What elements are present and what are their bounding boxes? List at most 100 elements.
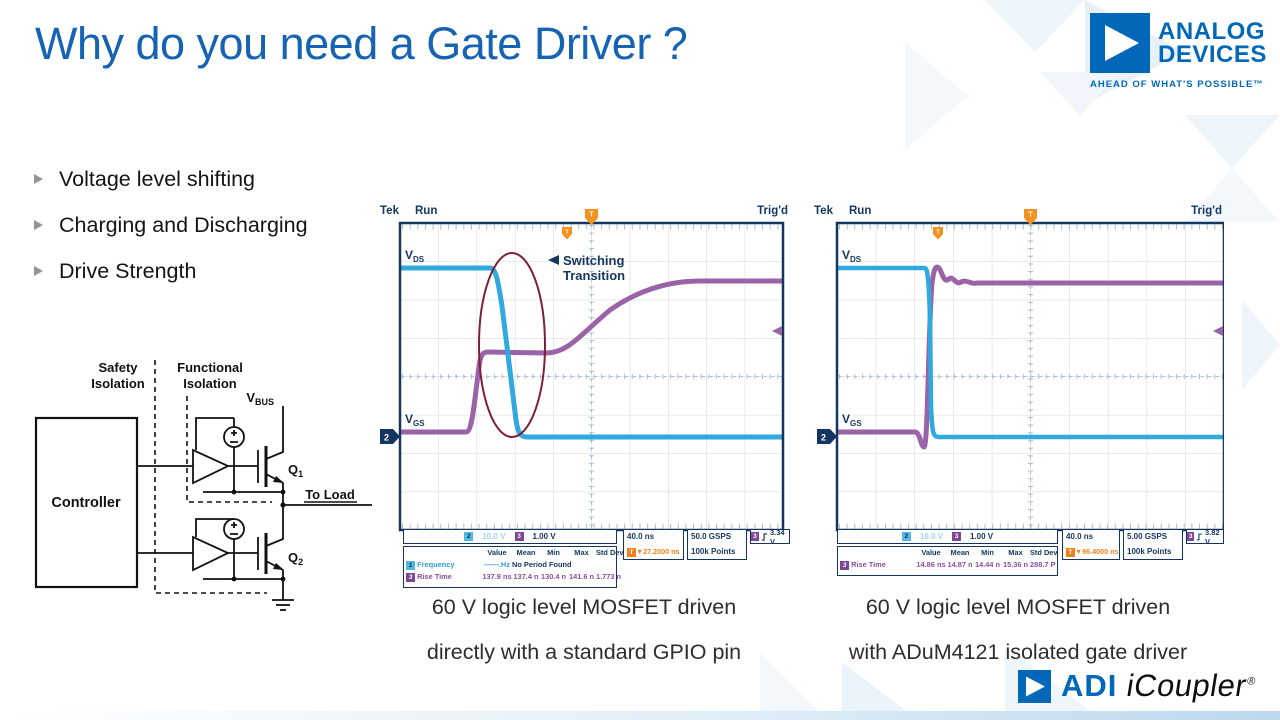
ground-icon — [272, 599, 294, 611]
col-max: Max — [574, 548, 589, 557]
adi-wordmark: ADI — [1061, 668, 1118, 703]
vds-label: VDS — [405, 248, 425, 264]
channel-scale-readout: 2 10.0 V 3 1.00 V — [837, 529, 1058, 544]
rising-edge-icon — [761, 532, 768, 541]
controller-box — [34, 416, 139, 589]
svg-text:T: T — [1028, 212, 1033, 219]
scope-status-bar: Tek Run Trig'd — [378, 205, 790, 219]
trigger-delay: T ▼96.4000 ns — [1063, 545, 1119, 560]
logo-tagline: AHEAD OF WHAT'S POSSIBLE™ — [1090, 79, 1264, 90]
trigger-level-readout: 3 3.82 V — [1186, 528, 1224, 546]
bullet-label: Voltage level shifting — [59, 166, 256, 191]
timebase-value: 40.0 ns — [1066, 532, 1094, 541]
col-min: Min — [547, 548, 560, 557]
channel3-scale: 1.00 V — [532, 532, 556, 541]
record-length: 100k Points — [1127, 546, 1172, 556]
page-title: Why do you need a Gate Driver ? — [35, 18, 688, 69]
q1-emitter-arrow — [273, 476, 284, 483]
safety-isolation-boundary — [154, 360, 267, 594]
scope-graticule-right: VDS VGS T T 2 — [817, 209, 1224, 532]
channel-scale-readout: 2 10.0 V 3 1.00 V — [403, 529, 617, 544]
svg-text:T: T — [565, 230, 569, 236]
trigger-delay: T ▼27.2000 ns — [624, 545, 683, 560]
svg-text:T: T — [936, 230, 940, 236]
logo-line1: ANALOG — [1158, 18, 1265, 45]
acquisition-readout: 50.0 GSPS 100k Points — [687, 529, 747, 560]
bullet-list: Voltage level shifting Charging and Disc… — [34, 156, 308, 294]
q1-label: Q1 — [288, 462, 303, 479]
col-mean: Mean — [516, 548, 536, 557]
vgs-label: VGS — [405, 412, 425, 428]
channel2-scale: 10.0 V — [919, 532, 943, 541]
caption-line2: with ADuM4121 isolated gate driver — [848, 640, 1188, 664]
trigd-status: Trig'd — [1191, 205, 1222, 217]
vgs-label: VGS — [842, 412, 862, 428]
channel2-badge: 2 — [901, 532, 911, 541]
timebase-readout: 40.0 ns T ▼96.4000 ns — [1062, 529, 1120, 560]
bullet-label: Charging and Discharging — [59, 212, 308, 237]
col-std: Std Dev — [1030, 548, 1058, 557]
vgs-trace — [837, 264, 1224, 450]
trigger-position-icon: T — [585, 209, 598, 225]
caption-line1: 60 V logic level MOSFET driven — [431, 595, 737, 619]
scope-caption-left: 60 V logic level MOSFET driven directly … — [364, 585, 804, 675]
channel2-badge: 2 — [464, 532, 474, 541]
col-mean: Mean — [950, 548, 970, 557]
controller-label: Controller — [51, 495, 121, 511]
measurement-table: Value Mean Min Max Std Dev 1 Frequency —… — [403, 546, 624, 588]
col-min: Min — [981, 548, 994, 557]
bullet-item: Voltage level shifting — [34, 156, 308, 202]
col-value: Value — [487, 548, 507, 557]
functional-isolation-label: Functional — [177, 360, 243, 375]
sample-rate: 50.0 GSPS — [691, 532, 732, 541]
vgs-trace — [400, 278, 783, 435]
functional-isolation-boundary — [186, 396, 272, 503]
rising-edge-icon — [1197, 533, 1203, 540]
adi-icoupler-logo: ADI iCoupler® — [1018, 668, 1257, 704]
channel3-level-marker — [772, 326, 782, 336]
bullet-item: Drive Strength — [34, 248, 308, 294]
annotation-line1: Switching — [563, 253, 624, 268]
channel3-level-marker — [1213, 326, 1223, 336]
left-arrow-icon — [548, 255, 559, 265]
trigger-flag-icon: T — [933, 227, 943, 240]
annotation-line2: Transition — [563, 268, 625, 283]
scope-graticule-left: Switching Transition VDS VGS T T 2 — [380, 209, 785, 532]
timebase-readout: 40.0 ns T ▼27.2000 ns — [623, 529, 684, 560]
channel2-scale: 10.0 V — [482, 532, 506, 541]
vbus-label: VBUS — [246, 390, 274, 407]
adi-triangle-icon — [1090, 13, 1150, 73]
col-value: Value — [921, 548, 941, 557]
acquisition-readout: 5.00 GSPS 100k Points — [1123, 529, 1183, 560]
scope-status-bar: Tek Run Trig'd — [812, 205, 1224, 219]
analog-devices-logo: ANALOG DEVICES AHEAD OF WHAT'S POSSIBLE™ — [1090, 13, 1267, 90]
col-max: Max — [1008, 548, 1023, 557]
svg-text:T: T — [589, 212, 594, 219]
rise-time-row: 3 Rise Time 14.86 ns 14.87 n 14.44 n 15.… — [838, 559, 1057, 571]
bullet-item: Charging and Discharging — [34, 202, 308, 248]
triangle-bullet-icon — [34, 266, 43, 276]
triangle-bullet-icon — [34, 174, 43, 184]
switching-transition-ellipse — [478, 252, 546, 438]
channel3-badge: 3 — [514, 532, 524, 541]
triangle-bullet-icon — [34, 220, 43, 230]
vds-label: VDS — [842, 248, 862, 264]
caption-line2: directly with a standard GPIO pin — [426, 640, 742, 664]
oscilloscope-right: Tek Run Trig'd VDS VGS T — [812, 205, 1224, 597]
frequency-row: 1 Frequency ——.Hz No Period Found — [404, 559, 616, 571]
channel1-badge: 1 — [406, 561, 415, 570]
scope-caption-right: 60 V logic level MOSFET driven with ADuM… — [798, 585, 1238, 675]
run-status: Run — [415, 205, 438, 217]
channel2-marker: 2 — [380, 429, 400, 444]
measurement-table: Value Mean Min Max Std Dev 3 Rise Time 1… — [837, 546, 1058, 576]
trigger-flag-icon: T — [562, 227, 572, 240]
sample-rate: 5.00 GSPS — [1127, 532, 1168, 541]
caption-line1: 60 V logic level MOSFET driven — [865, 595, 1171, 619]
svg-text:Isolation: Isolation — [183, 376, 237, 391]
trigger-level-readout: 3 3.34 V — [750, 528, 790, 546]
logo-wordmark: ANALOG DEVICES — [1158, 18, 1267, 67]
record-length: 100k Points — [691, 546, 736, 556]
channel2-marker: 2 — [817, 429, 837, 444]
safety-isolation-label: Safety — [98, 360, 138, 375]
svg-text:2: 2 — [384, 433, 389, 443]
